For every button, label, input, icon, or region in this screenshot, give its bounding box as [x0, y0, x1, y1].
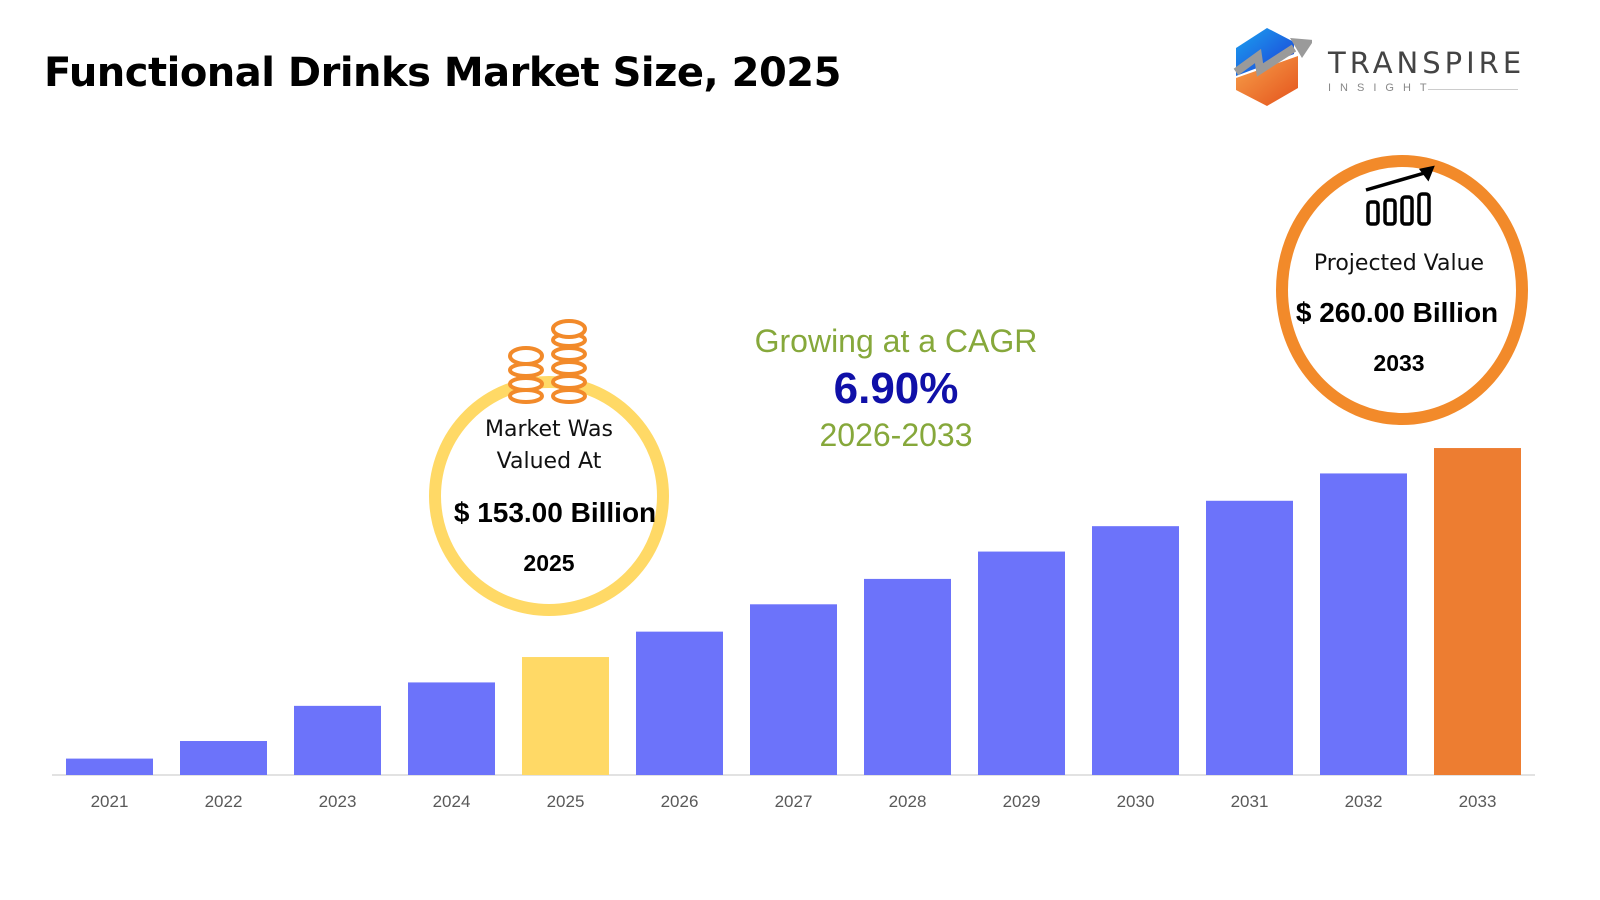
bar-2033	[1434, 448, 1521, 775]
cagr-rate: 6.90%	[833, 364, 959, 413]
x-tick-label: 2022	[205, 792, 243, 811]
base-year: 2025	[523, 550, 575, 576]
cagr-period: 2026-2033	[819, 417, 973, 453]
x-tick-label: 2029	[1003, 792, 1041, 811]
x-tick-label: 2021	[91, 792, 129, 811]
x-tick-label: 2027	[775, 792, 813, 811]
x-tick-label: 2031	[1231, 792, 1269, 811]
bar-2025	[522, 657, 609, 775]
chart-title: Functional Drinks Market Size, 2025	[44, 50, 841, 96]
projected-year: 2033	[1373, 350, 1425, 376]
x-tick-label: 2025	[547, 792, 585, 811]
base-label-line2: Valued At	[496, 449, 602, 474]
base-value-ring	[429, 376, 669, 616]
bar-2024	[408, 682, 495, 775]
x-tick-label: 2033	[1459, 792, 1497, 811]
bar-2027	[750, 604, 837, 775]
brand-name: TRANSPIRE	[1328, 46, 1526, 80]
projected-value-ring	[1276, 155, 1528, 425]
base-value: $ 153.00 Billion	[453, 497, 657, 528]
x-tick-label: 2023	[319, 792, 357, 811]
projected-label: Projected Value	[1313, 251, 1485, 276]
cagr-label: Growing at a CAGR	[754, 323, 1038, 359]
bar-2021	[66, 758, 153, 775]
bar-growth-icon	[1365, 165, 1435, 226]
x-tick-label: 2032	[1345, 792, 1383, 811]
base-label-line1: Market Was	[485, 417, 613, 442]
x-tick-label: 2028	[889, 792, 927, 811]
projected-value: $ 260.00 Billion	[1295, 297, 1499, 328]
bar-2026	[636, 631, 723, 775]
bar-2029	[978, 551, 1065, 775]
bar-2031	[1206, 500, 1293, 775]
brand-tagline: INSIGHT	[1328, 82, 1436, 94]
x-tick-label: 2030	[1117, 792, 1155, 811]
logo-mark-icon	[1233, 28, 1314, 106]
brand-logo: TRANSPIRE INSIGHT	[1232, 26, 1522, 108]
bar-2023	[294, 705, 381, 775]
x-tick-label: 2026	[661, 792, 699, 811]
bar-2030	[1092, 526, 1179, 775]
bar-2028	[864, 578, 951, 775]
bar-2032	[1320, 473, 1407, 775]
x-tick-label: 2024	[433, 792, 471, 811]
coins-stack-icon	[508, 319, 587, 404]
logo-divider	[1428, 89, 1518, 90]
bar-2022	[180, 741, 267, 775]
